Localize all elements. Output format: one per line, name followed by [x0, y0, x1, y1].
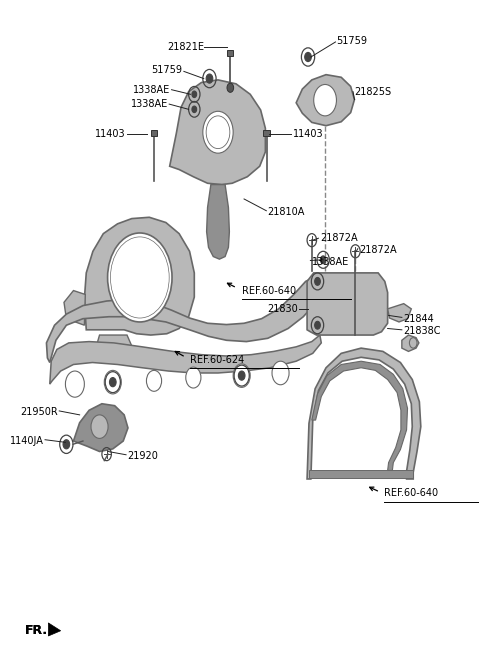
- Text: 1140JA: 1140JA: [10, 436, 44, 446]
- Circle shape: [272, 361, 289, 385]
- FancyBboxPatch shape: [228, 50, 233, 57]
- Text: 51759: 51759: [336, 35, 368, 45]
- Text: REF.60-640: REF.60-640: [384, 488, 438, 499]
- Polygon shape: [95, 335, 132, 358]
- Circle shape: [314, 85, 336, 116]
- Polygon shape: [169, 80, 265, 185]
- Circle shape: [186, 367, 201, 388]
- FancyBboxPatch shape: [151, 130, 157, 136]
- Polygon shape: [296, 75, 354, 125]
- Text: 21830: 21830: [267, 304, 298, 314]
- Text: 21825S: 21825S: [354, 87, 392, 97]
- Circle shape: [65, 371, 84, 397]
- Circle shape: [91, 415, 108, 438]
- Text: 21810A: 21810A: [268, 207, 305, 217]
- Polygon shape: [48, 623, 60, 636]
- Text: REF.60-624: REF.60-624: [190, 355, 244, 365]
- Polygon shape: [50, 335, 321, 384]
- Circle shape: [227, 83, 234, 93]
- Text: 21950R: 21950R: [20, 407, 58, 417]
- Polygon shape: [84, 217, 194, 335]
- Circle shape: [320, 256, 326, 263]
- Circle shape: [203, 111, 233, 153]
- Text: 21920: 21920: [127, 451, 158, 461]
- Circle shape: [233, 364, 250, 388]
- Text: 21844: 21844: [403, 313, 433, 324]
- Circle shape: [109, 378, 116, 387]
- Circle shape: [192, 106, 197, 112]
- Polygon shape: [402, 335, 419, 351]
- Text: 1338AE: 1338AE: [312, 257, 349, 267]
- Text: REF.60-640: REF.60-640: [242, 286, 296, 296]
- Polygon shape: [206, 185, 229, 259]
- Circle shape: [104, 371, 121, 394]
- Polygon shape: [307, 348, 421, 479]
- Polygon shape: [310, 470, 413, 478]
- Text: 11403: 11403: [293, 129, 324, 139]
- Text: 21872A: 21872A: [359, 245, 397, 255]
- Text: 11403: 11403: [95, 129, 126, 139]
- Circle shape: [192, 91, 197, 97]
- Circle shape: [63, 440, 70, 449]
- Circle shape: [315, 277, 320, 285]
- Polygon shape: [388, 304, 411, 322]
- Polygon shape: [312, 361, 408, 470]
- Text: FR.: FR.: [24, 624, 48, 637]
- Circle shape: [315, 321, 320, 329]
- Text: FR.: FR.: [24, 624, 48, 637]
- Circle shape: [206, 74, 213, 83]
- Text: 21872A: 21872A: [320, 233, 358, 243]
- Circle shape: [305, 53, 312, 62]
- Text: 1338AE: 1338AE: [131, 99, 168, 109]
- Text: 21838C: 21838C: [403, 326, 440, 336]
- Circle shape: [108, 233, 172, 322]
- Text: 1338AE: 1338AE: [133, 85, 170, 95]
- Polygon shape: [307, 273, 388, 335]
- Text: 21821E: 21821E: [167, 42, 204, 52]
- Polygon shape: [73, 404, 128, 451]
- FancyBboxPatch shape: [264, 130, 270, 136]
- Polygon shape: [47, 276, 323, 363]
- Circle shape: [239, 371, 245, 380]
- Circle shape: [146, 371, 162, 392]
- Text: 51759: 51759: [152, 65, 182, 75]
- Polygon shape: [64, 290, 85, 325]
